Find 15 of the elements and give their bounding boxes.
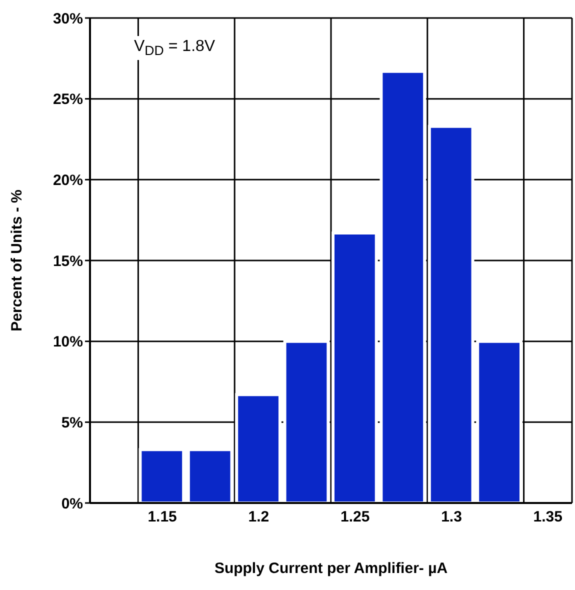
x-tick-label: 1.15 <box>148 508 177 526</box>
y-tick-label: 20% <box>52 172 83 189</box>
y-axis-title: Percent of Units - % <box>8 190 26 332</box>
annotation: V$_{DD}$ = 1.8V <box>128 36 222 60</box>
x-tick-label: 1.35 <box>533 508 562 526</box>
y-tick-label: 30% <box>52 10 83 28</box>
y-tick-label: 0% <box>61 495 83 512</box>
y-tick-label: 10% <box>52 334 83 351</box>
y-tick-label: 5% <box>61 414 83 432</box>
y-tick-label: 15% <box>52 252 83 270</box>
x-tick-label: 1.3 <box>441 508 462 526</box>
y-tick-label: 25% <box>52 91 83 108</box>
x-axis-title: Supply Current per Amplifier- µA <box>214 560 448 577</box>
x-tick-label: 1.2 <box>248 508 270 526</box>
x-tick-label: 1.25 <box>340 508 370 526</box>
